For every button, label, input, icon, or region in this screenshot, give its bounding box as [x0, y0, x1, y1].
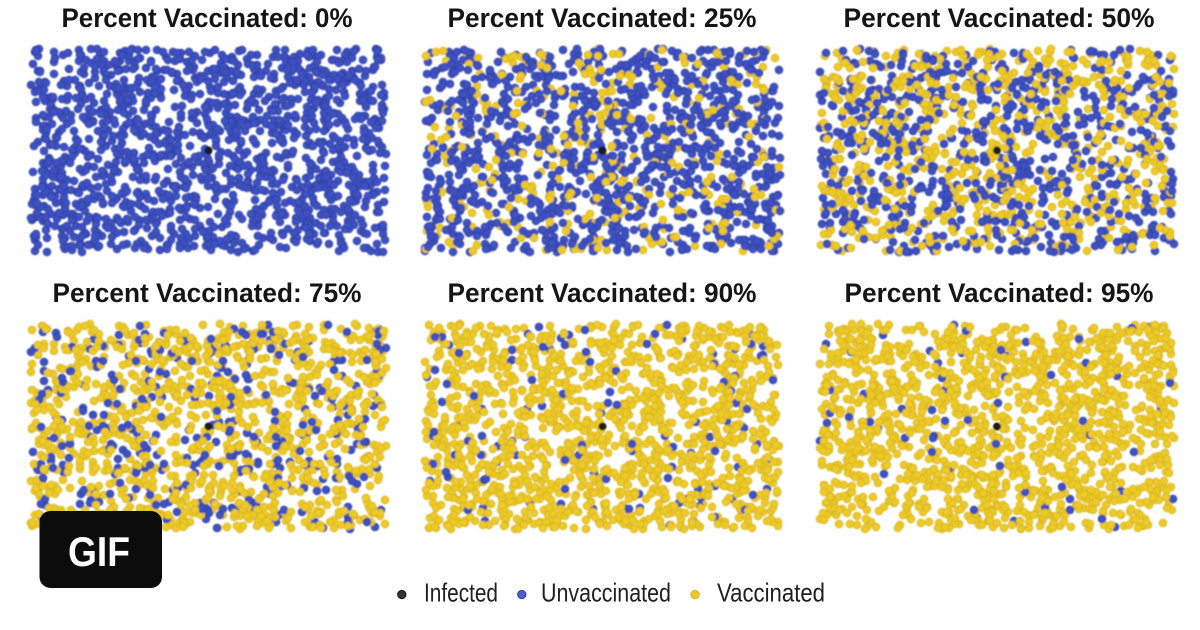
svg-text:Percent Vaccinated: 25%: Percent Vaccinated: 25% — [448, 3, 757, 33]
svg-text:Percent Vaccinated: 75%: Percent Vaccinated: 75% — [53, 278, 362, 308]
svg-text:Percent Vaccinated: 50%: Percent Vaccinated: 50% — [844, 3, 1155, 33]
svg-text:Percent Vaccinated: 0%: Percent Vaccinated: 0% — [62, 3, 353, 33]
svg-text:Percent Vaccinated: 90%: Percent Vaccinated: 90% — [448, 278, 757, 308]
svg-text:Percent Vaccinated: 95%: Percent Vaccinated: 95% — [845, 278, 1154, 308]
